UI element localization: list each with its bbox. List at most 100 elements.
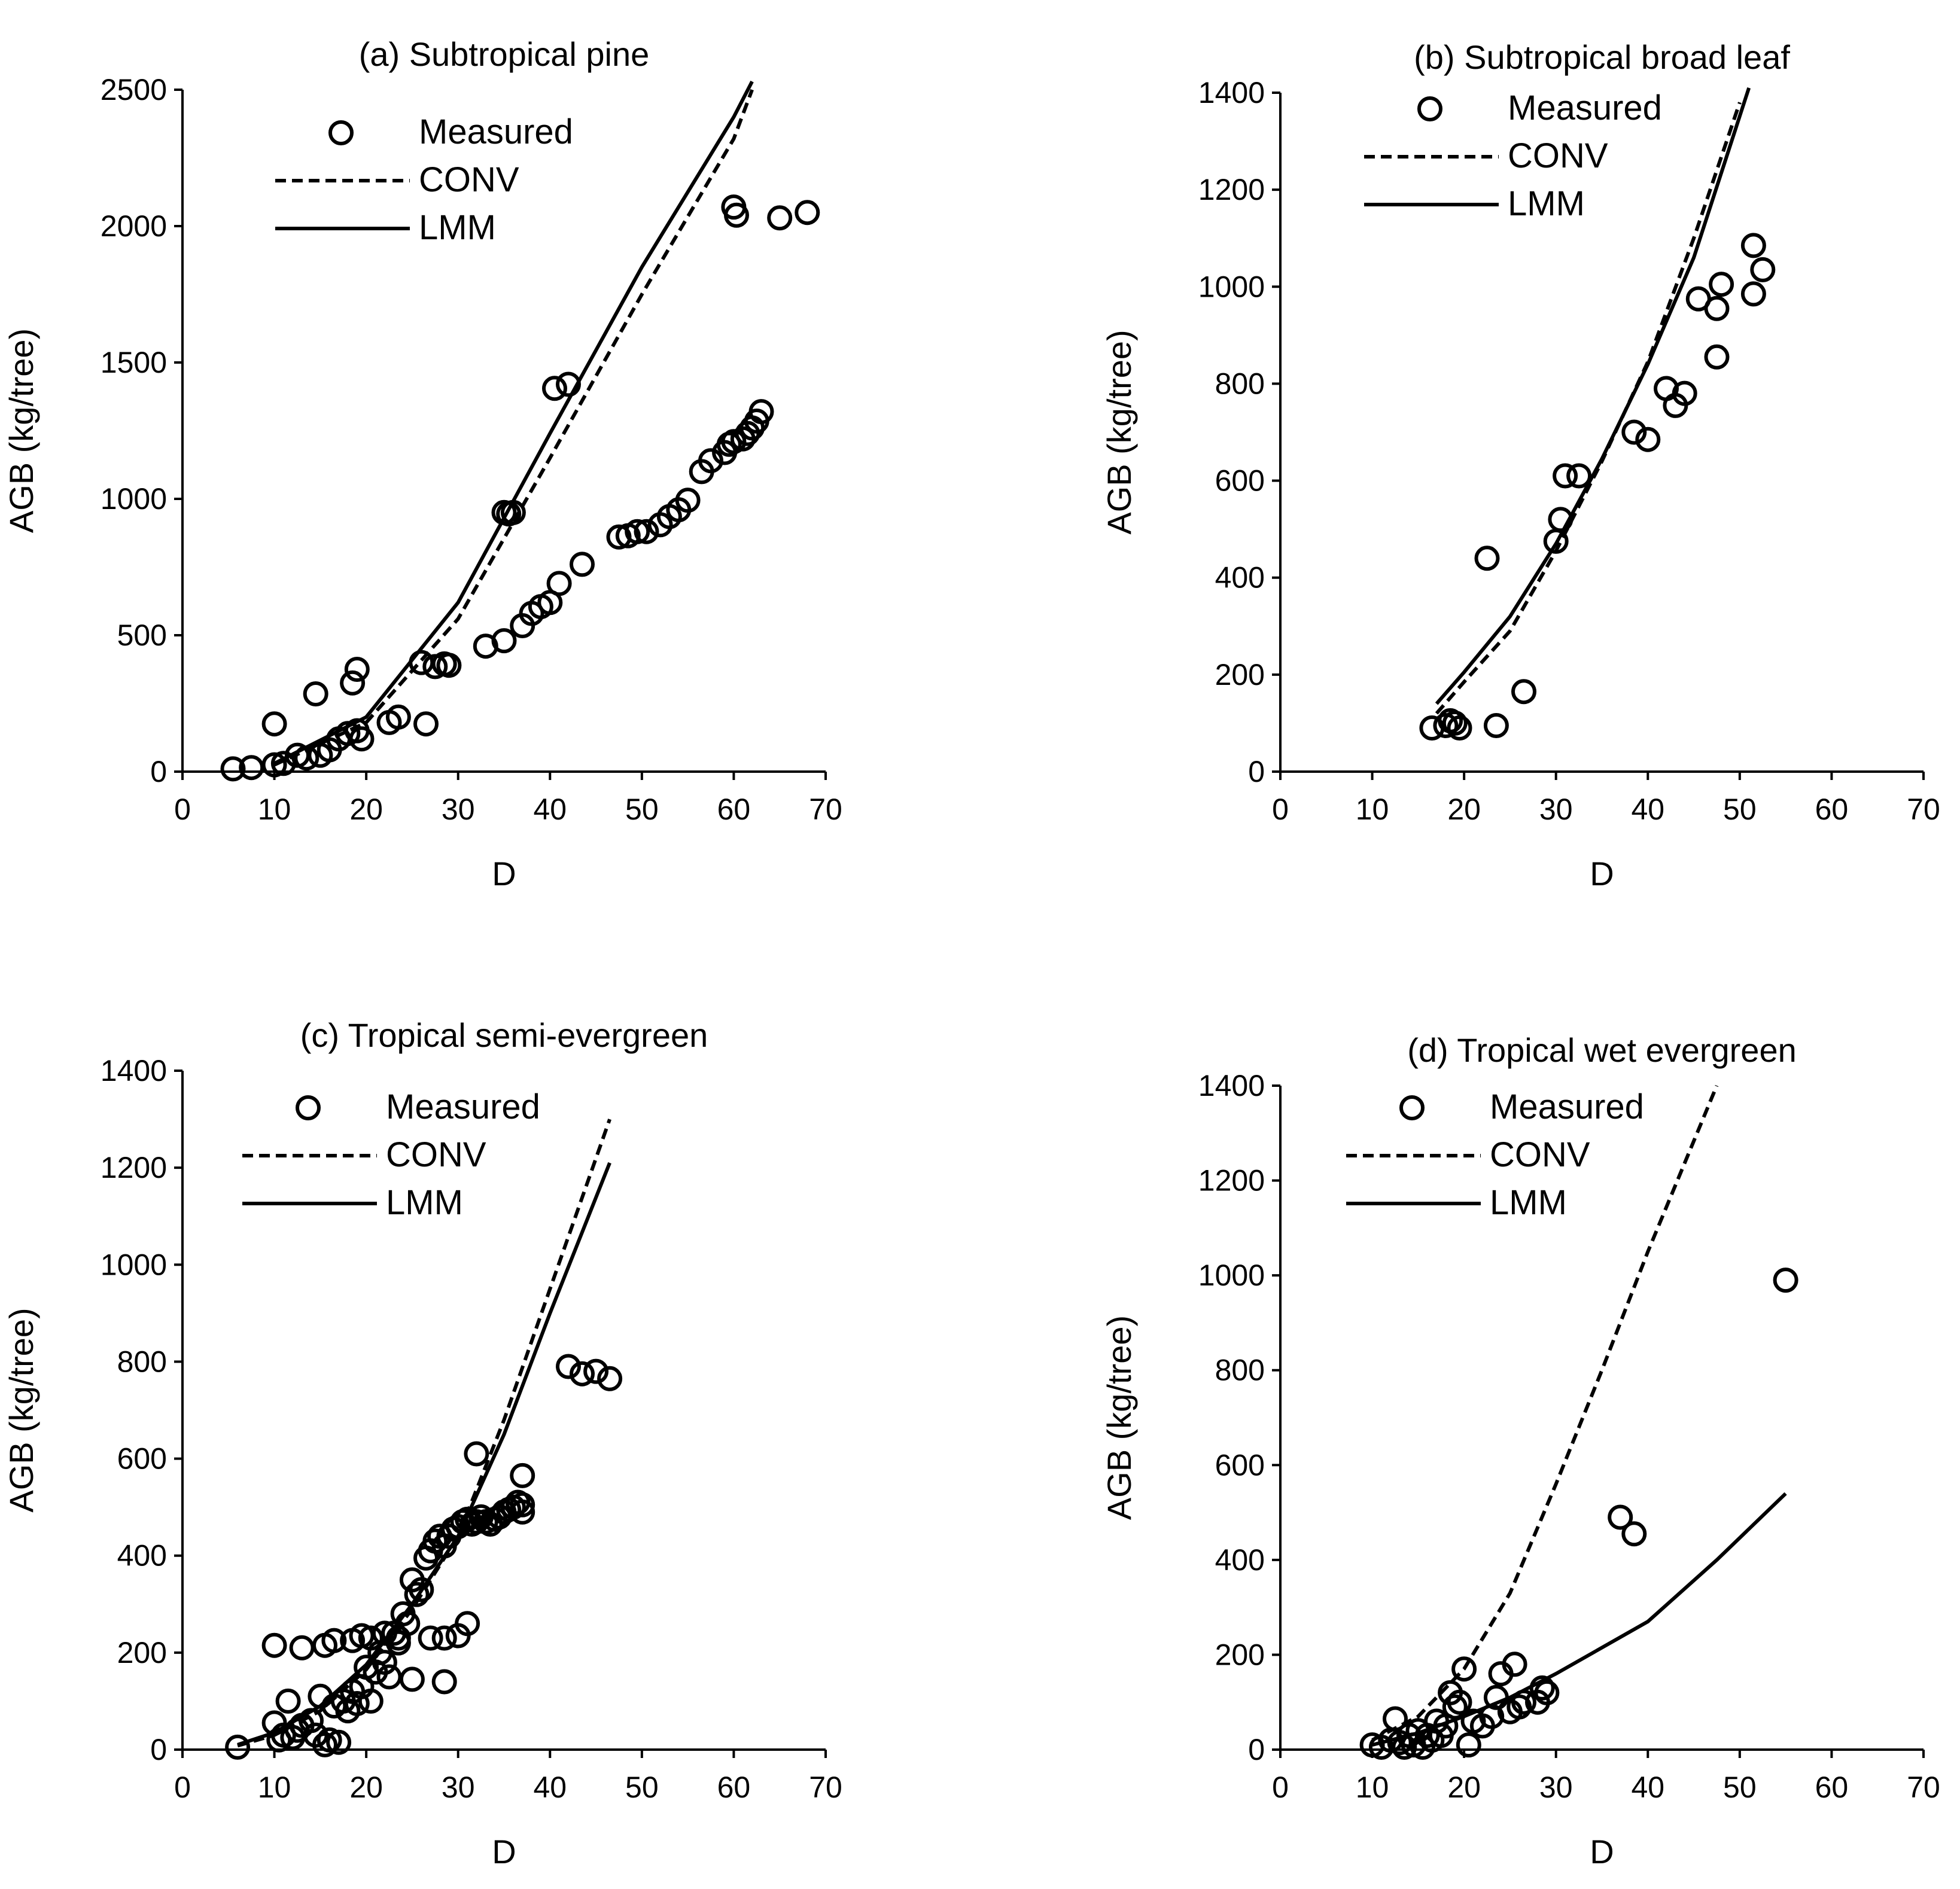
x-tick-label: 30 [1539,1771,1573,1804]
measured-point [1502,1652,1527,1677]
y-tick-label: 400 [117,1539,167,1573]
chart-title: (c) Tropical semi-evergreen [300,1016,708,1054]
measured-point [698,448,723,474]
y-tick-label: 400 [1215,1543,1265,1577]
measured-point [340,670,366,696]
y-tick-label: 600 [1215,464,1265,498]
y-tick-label: 800 [117,1345,167,1378]
measured-point [1635,426,1661,452]
x-tick-label: 60 [1815,793,1849,826]
measured-point [1621,1521,1647,1547]
measured-point [1511,679,1536,705]
x-tick-label: 10 [1356,793,1389,826]
measured-point [1442,710,1468,736]
y-tick-label: 1400 [1198,76,1265,109]
x-tick-label: 70 [809,793,842,826]
measured-point [344,1691,370,1716]
measured-point [413,711,439,737]
measured-point [1621,419,1647,445]
x-tick-label: 50 [625,793,659,826]
measured-point [1548,507,1574,532]
x-tick-label: 30 [1539,793,1573,826]
measured-point [294,745,319,771]
measured-point [349,726,375,752]
chart-panel-1: (a) Subtropical pine05001000150020002500… [2,35,842,892]
y-tick-label: 500 [117,619,167,652]
x-tick-label: 10 [258,793,291,826]
legend-marker [1417,96,1442,121]
measured-point [385,1625,411,1651]
legend-label: CONV [1490,1135,1590,1174]
x-tick-label: 20 [1447,793,1481,826]
measured-point [261,752,287,778]
legend-label: Measured [419,112,573,151]
y-tick-label: 1000 [1198,1259,1265,1292]
y-tick-label: 0 [150,1733,167,1766]
x-tick-label: 40 [533,793,567,826]
measured-point [1553,463,1578,489]
series-line-conv [1371,1084,1719,1742]
legend: Measured CONV LMM [1346,1087,1644,1222]
legend-label: CONV [386,1135,486,1174]
y-tick-label: 800 [1215,1354,1265,1387]
y-tick-label: 800 [1215,367,1265,400]
y-axis-label: AGB (kg/tree) [2,1308,40,1512]
measured-point [1534,1680,1560,1705]
measured-point [358,1625,384,1651]
series-line-lmm [237,1162,611,1747]
measured-point [1608,1504,1633,1530]
y-tick-label: 0 [1248,755,1265,788]
x-axis-label: D [1590,1833,1614,1870]
y-tick-label: 1000 [1198,270,1265,303]
measured-point [358,1688,384,1714]
measured-point [510,1492,535,1518]
measured-point [1529,1675,1555,1701]
x-axis-label: D [492,855,516,892]
y-tick-label: 0 [1248,1733,1265,1766]
measured-point [510,1463,535,1488]
measured-point [570,1361,595,1387]
measured-point [556,371,581,397]
measured-point [1474,546,1500,571]
measured-point [385,704,411,730]
measured-point [261,1632,287,1658]
x-tick-label: 20 [349,1771,383,1804]
x-tick-label: 0 [1272,793,1289,826]
legend-label: LMM [1508,184,1585,223]
x-axis-label: D [492,1833,516,1870]
measured-point [312,1732,337,1757]
measured-point [376,1664,402,1690]
measured-point [556,1354,581,1379]
y-tick-label: 2500 [101,73,167,106]
y-axis-label: AGB (kg/tree) [2,328,40,533]
measured-point [1447,1689,1472,1715]
x-tick-label: 40 [1631,1771,1664,1804]
legend-label: LMM [386,1183,463,1222]
x-tick-label: 10 [258,1771,291,1804]
measured-point [597,1366,623,1391]
y-tick-label: 200 [1215,1638,1265,1671]
legend: Measured CONV LMM [275,112,573,247]
x-tick-label: 30 [442,793,475,826]
measured-point [625,519,650,544]
y-tick-label: 1400 [101,1054,167,1087]
measured-point [795,200,820,226]
measured-point [748,399,774,425]
measured-point [431,1625,457,1651]
measured-point [1483,713,1509,738]
measured-point [289,1635,315,1661]
measured-point [724,202,749,228]
x-tick-label: 20 [349,793,383,826]
measured-point [404,1582,430,1607]
legend-label: Measured [1508,89,1662,127]
chart-panel-4: (d) Tropical wet evergreen02004006008001… [1100,1031,1940,1870]
measured-point [1740,281,1766,307]
y-tick-label: 1200 [101,1151,167,1184]
measured-point [1566,463,1592,489]
measured-point [1451,1656,1477,1682]
y-axis-label: AGB (kg/tree) [1100,1315,1138,1520]
y-tick-label: 0 [150,755,167,788]
legend-marker [296,1095,321,1120]
legend-marker [328,120,354,145]
